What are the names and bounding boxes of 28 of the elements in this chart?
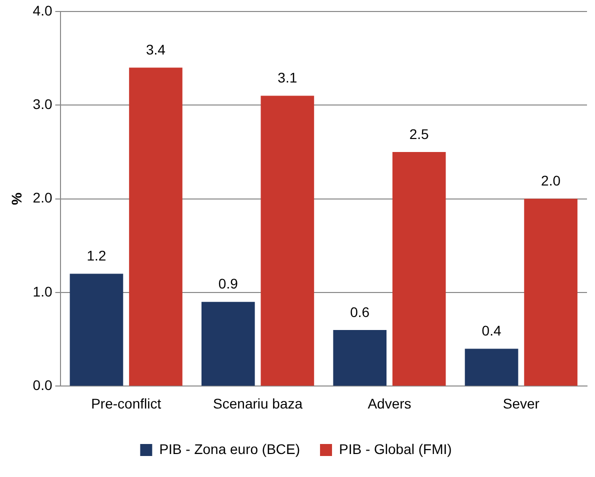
legend-label: PIB - Global (FMI) <box>339 440 452 457</box>
data-label: 0.6 <box>350 304 370 320</box>
data-label: 1.2 <box>86 248 106 264</box>
y-tick-label: 0.0 <box>32 377 52 394</box>
bar <box>260 96 314 386</box>
data-label: 2.0 <box>541 172 561 189</box>
data-label: 0.9 <box>218 276 238 292</box>
bar <box>201 302 255 386</box>
legend-label: PIB - Zona euro (BCE) <box>159 440 300 457</box>
y-tick-label: 4.0 <box>32 2 52 18</box>
bar <box>524 198 578 386</box>
x-tick-label: Sever <box>502 395 540 412</box>
y-tick-label: 2.0 <box>32 190 52 206</box>
x-tick-label: Advers <box>368 395 412 412</box>
x-tick-label: Pre-conflict <box>91 395 162 412</box>
bar <box>129 68 182 386</box>
y-axis-title: % <box>8 192 24 206</box>
data-label: 2.5 <box>409 126 430 142</box>
data-label: 0.4 <box>482 322 502 339</box>
data-label: 3.4 <box>146 41 166 58</box>
bar <box>464 348 518 386</box>
y-tick-label: 1.0 <box>32 283 52 300</box>
bar <box>333 330 387 386</box>
bar <box>392 152 446 386</box>
x-tick-label: Scenariu baza <box>213 395 303 412</box>
data-label: 3.1 <box>278 70 298 86</box>
bar <box>70 274 124 386</box>
y-tick-label: 3.0 <box>32 96 52 112</box>
